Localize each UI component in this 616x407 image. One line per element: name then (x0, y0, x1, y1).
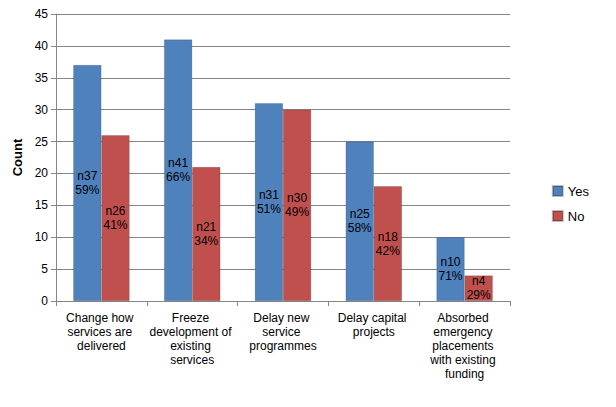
svg-text:services are: services are (67, 325, 135, 339)
svg-text:45: 45 (35, 7, 49, 21)
svg-text:Delay new: Delay new (253, 311, 312, 325)
svg-text:n4: n4 (472, 274, 486, 288)
svg-text:51%: 51% (257, 202, 281, 216)
svg-text:15: 15 (35, 198, 49, 212)
svg-text:programmes: programmes (249, 339, 316, 353)
svg-text:71%: 71% (439, 269, 463, 283)
svg-text:placements: placements (432, 339, 497, 353)
svg-text:emergency: emergency (433, 325, 496, 339)
svg-text:Absorbed: Absorbed (437, 311, 492, 325)
svg-text:0: 0 (41, 294, 48, 308)
svg-text:59%: 59% (75, 183, 99, 197)
svg-text:n30: n30 (287, 191, 307, 205)
svg-text:development of: development of (150, 325, 235, 339)
svg-text:35: 35 (35, 71, 49, 85)
svg-text:funding: funding (445, 367, 484, 381)
svg-text:5: 5 (41, 262, 48, 276)
svg-text:30: 30 (35, 103, 49, 117)
svg-text:66%: 66% (166, 170, 190, 184)
svg-text:Change how: Change how (66, 311, 137, 325)
svg-text:41%: 41% (103, 218, 127, 232)
svg-text:n10: n10 (441, 255, 461, 269)
svg-text:projects: projects (353, 325, 395, 339)
svg-text:34%: 34% (194, 234, 218, 248)
svg-text:services: services (170, 353, 214, 367)
svg-text:delivered: delivered (77, 339, 126, 353)
svg-text:n18: n18 (378, 230, 398, 244)
svg-text:49%: 49% (285, 205, 309, 219)
svg-text:n25: n25 (350, 207, 370, 221)
svg-text:existing: existing (170, 339, 214, 353)
svg-text:Count: Count (10, 138, 25, 176)
svg-text:20: 20 (35, 166, 49, 180)
svg-text:40: 40 (35, 39, 49, 53)
svg-text:58%: 58% (348, 221, 372, 235)
svg-text:10: 10 (35, 230, 49, 244)
svg-text:n31: n31 (259, 188, 279, 202)
svg-text:29%: 29% (467, 288, 491, 302)
svg-text:42%: 42% (376, 244, 400, 258)
svg-text:n37: n37 (77, 169, 97, 183)
svg-text:Freeze: Freeze (172, 311, 213, 325)
svg-text:Yes: Yes (568, 184, 590, 199)
svg-text:with existing: with existing (429, 353, 499, 367)
svg-text:25: 25 (35, 135, 49, 149)
svg-text:n41: n41 (168, 156, 188, 170)
svg-text:n21: n21 (196, 220, 216, 234)
svg-text:service: service (262, 325, 303, 339)
svg-text:n26: n26 (105, 204, 125, 218)
svg-text:No: No (568, 209, 585, 224)
svg-text:Delay capital: Delay capital (338, 311, 410, 325)
